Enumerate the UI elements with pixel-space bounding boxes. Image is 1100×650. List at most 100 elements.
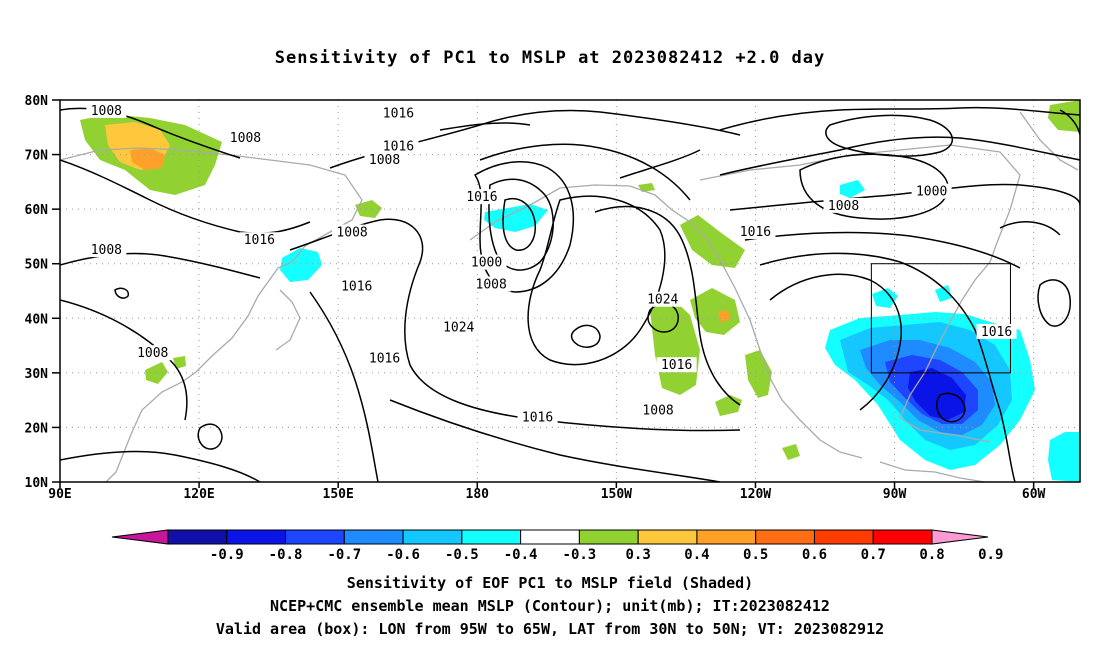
shading-siberia-orange [130, 148, 165, 170]
colorbar-label: 0.6 [802, 547, 827, 563]
contour-line [744, 231, 1021, 269]
contour-label: 1008 [828, 199, 859, 214]
colorbar-label: -0.5 [445, 547, 479, 563]
contour-label-bg [364, 350, 405, 366]
colorbar-box [343, 529, 404, 545]
contour-label: 1016 [981, 325, 1012, 340]
lat-label: 70N [25, 149, 49, 164]
contour-line [759, 252, 1016, 482]
colorbar-label: 0.3 [626, 547, 651, 563]
colorbar-label: 0.5 [743, 547, 768, 563]
colorbar: -0.9 -0.8 -0.7 -0.6 -0.5 -0.4 -0.3 0.3 0.4 0.5 0.6… [111, 529, 1003, 563]
contour-label: 1000 [471, 256, 502, 271]
shading-aleutian-cyan [484, 204, 548, 232]
contour-label-bg [438, 319, 479, 335]
contour-label-bg [735, 224, 776, 240]
contour-line [729, 183, 1080, 211]
shading-cyan-newfoundland [872, 288, 898, 308]
grid-lines [60, 100, 1080, 482]
colorbar-label: -0.4 [504, 547, 538, 563]
shading-green-small-4 [638, 183, 655, 192]
shading-green-small-1 [355, 200, 382, 218]
contour-label: 1016 [661, 358, 692, 373]
contour-line [439, 122, 531, 131]
colorbar-box [461, 529, 522, 545]
contour-label-bg [823, 197, 864, 213]
shading-green-small-3 [173, 356, 186, 369]
contour-label: 1008 [476, 277, 507, 292]
lat-label: 50N [25, 258, 49, 273]
lat-label: 20N [25, 421, 49, 436]
contour-label: 1008 [137, 346, 168, 361]
contour-label-bg [86, 242, 127, 258]
contour-line [197, 423, 223, 450]
colorbar-box [285, 529, 345, 545]
lon-label: 90W [883, 487, 907, 502]
contour-label-bg [461, 189, 502, 205]
colorbar-label: -0.6 [386, 547, 420, 563]
colorbar-box [520, 529, 580, 545]
colorbar-box [226, 529, 287, 545]
lon-label: 90E [48, 487, 71, 502]
chart-title: Sensitivity of PC1 to MSLP at 2023082412… [274, 48, 826, 68]
contour-label-bg [642, 291, 683, 307]
colorbar-box [872, 529, 933, 545]
caption-contour: NCEP+CMC ensemble mean MSLP (Contour); u… [270, 597, 830, 615]
contour-label: 1016 [466, 190, 497, 205]
colorbar-box [167, 529, 228, 545]
map-frame [59, 99, 1081, 483]
shading-nepac-green-3 [690, 288, 740, 335]
caption-valid-area: Valid area (box): LON from 95W to 65W, L… [215, 620, 885, 638]
caption-shading: Sensitivity of EOF PC1 to MSLP field (Sh… [346, 574, 754, 592]
contour-label: 1008 [369, 153, 400, 168]
contour-line [594, 205, 741, 406]
lat-label: 40N [25, 312, 49, 327]
contour-line [719, 136, 1080, 176]
colorbar-label: 0.4 [684, 547, 709, 563]
lat-label: 80N [25, 94, 49, 109]
shading-green-small-5 [1048, 100, 1080, 132]
contour-label: 1024 [443, 321, 474, 336]
shading-east-darkblue [908, 368, 966, 420]
shading-japan-cyan [280, 248, 322, 282]
colorbar-arrow-left [111, 529, 169, 545]
shading-green-mex [782, 444, 800, 460]
contour-line [1037, 279, 1071, 327]
contour-line [60, 159, 311, 235]
contour-label-bg [132, 345, 173, 361]
latitude-labels: 80N 70N 60N 50N 40N 30N 20N 10N [25, 94, 60, 491]
contour-label: 1008 [336, 226, 367, 241]
lon-label: 120W [740, 487, 771, 502]
contour-label-bg [336, 278, 377, 294]
contour-labels: 1008100810161016100810161008101610081000… [86, 102, 1017, 426]
contour-line [488, 178, 554, 271]
coastline-greenland [1019, 111, 1079, 171]
colorbar-label: 0.7 [861, 547, 886, 563]
contour-label-bg [517, 409, 558, 425]
contour-label: 1008 [230, 131, 261, 146]
contour-label: 1008 [91, 243, 122, 258]
contour-label: 1016 [383, 139, 414, 154]
shading-nepac-green-2 [650, 298, 700, 395]
colorbar-box [402, 529, 463, 545]
contour-label-bg [378, 138, 419, 154]
lon-label: 150E [323, 487, 354, 502]
shading-cyan-east-1 [935, 285, 952, 302]
contour-label-bg [378, 105, 419, 121]
shading-nepac-orange [718, 310, 730, 322]
contour-label-bg [656, 357, 697, 373]
contour-line [936, 392, 966, 423]
contour-label-bg [976, 323, 1017, 339]
lon-label: 150W [601, 487, 632, 502]
mslp-contours [60, 106, 1080, 482]
colorbar-label: -0.8 [269, 547, 303, 563]
contour-label: 1016 [522, 411, 553, 426]
valid-area-box [870, 263, 1011, 374]
contour-label-bg [86, 102, 127, 118]
contour-label-bg [471, 276, 512, 292]
contour-line [289, 218, 741, 432]
contour-line [309, 291, 379, 482]
contour-line [825, 114, 954, 157]
contour-line [999, 221, 1061, 236]
